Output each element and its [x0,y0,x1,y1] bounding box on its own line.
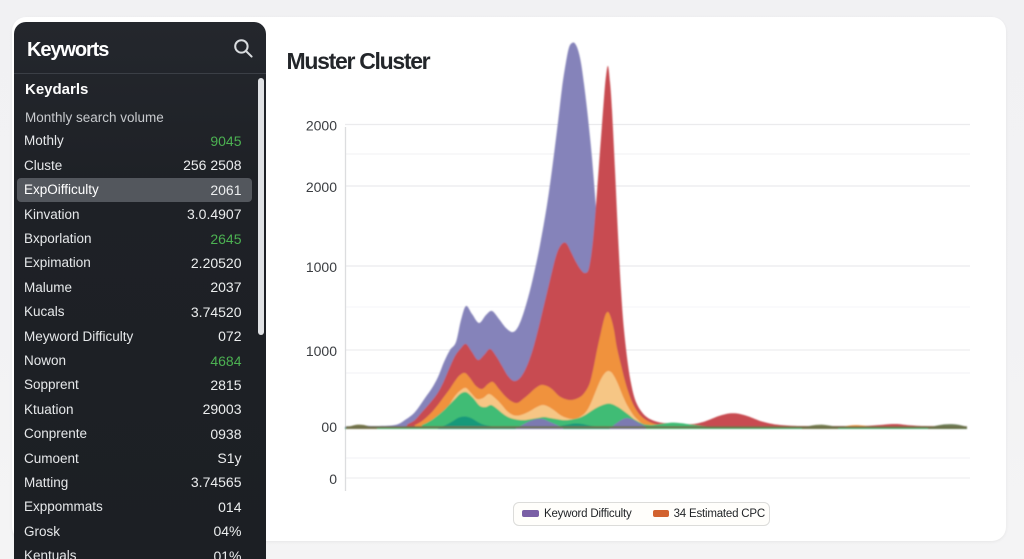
svg-text:1000: 1000 [306,259,337,275]
svg-text:1000: 1000 [306,343,337,359]
svg-text:00: 00 [321,419,337,435]
svg-text:2000: 2000 [306,179,337,195]
svg-text:2000: 2000 [306,117,337,133]
svg-text:0: 0 [329,471,337,487]
